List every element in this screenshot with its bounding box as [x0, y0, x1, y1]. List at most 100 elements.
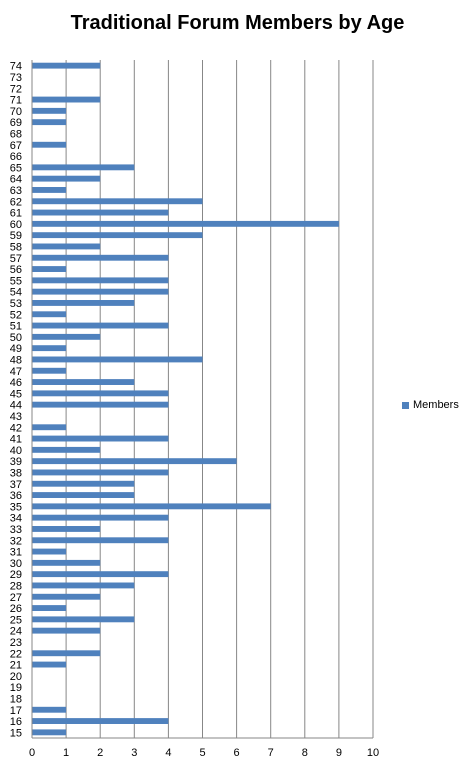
x-tick-label: 4	[165, 747, 171, 759]
y-tick-label: 67	[10, 140, 22, 152]
y-tick-label: 63	[10, 185, 22, 197]
bar	[32, 593, 101, 600]
y-tick-label: 17	[10, 705, 22, 717]
y-tick-label: 20	[10, 671, 22, 683]
y-tick-label: 38	[10, 467, 22, 479]
chart-title: Traditional Forum Members by Age	[70, 12, 405, 34]
legend-swatch	[402, 401, 409, 409]
bar	[32, 435, 169, 442]
bar	[32, 401, 169, 408]
x-tick-label: 6	[234, 747, 240, 759]
y-tick-label: 55	[10, 275, 22, 287]
y-tick-label: 62	[10, 196, 22, 208]
y-tick-label: 74	[10, 61, 22, 73]
y-tick-label: 46	[10, 377, 22, 389]
bar	[32, 62, 101, 69]
y-tick-label: 64	[10, 174, 22, 186]
y-tick-label: 33	[10, 524, 22, 536]
y-tick-label: 41	[10, 434, 22, 446]
y-tick-label: 39	[10, 456, 22, 468]
y-tick-label: 24	[10, 626, 22, 638]
y-tick-label: 42	[10, 422, 22, 434]
bar	[32, 254, 169, 261]
bar	[32, 537, 169, 544]
y-tick-label: 47	[10, 366, 22, 378]
bar	[32, 187, 67, 193]
y-tick-label: 40	[10, 445, 22, 457]
y-tick-label: 50	[10, 332, 22, 344]
bar	[32, 706, 67, 713]
bar	[32, 198, 203, 205]
bar	[32, 616, 135, 623]
y-tick-label: 48	[10, 354, 22, 366]
bar	[32, 661, 67, 668]
y-tick-label: 60	[10, 219, 22, 231]
y-tick-label: 35	[10, 501, 22, 513]
bar	[32, 356, 203, 363]
bar	[32, 288, 169, 295]
bar	[32, 718, 169, 724]
x-tick-label: 3	[131, 747, 137, 759]
bar	[32, 424, 67, 431]
bar	[32, 650, 101, 657]
bar	[32, 582, 135, 589]
y-tick-label: 36	[10, 490, 22, 502]
y-tick-label: 25	[10, 614, 22, 626]
y-tick-label: 31	[10, 547, 22, 559]
y-tick-label: 71	[10, 95, 22, 107]
y-tick-label: 65	[10, 162, 22, 174]
y-tick-label: 68	[10, 128, 22, 140]
bar	[32, 480, 135, 487]
bar	[32, 209, 169, 216]
x-tick-label: 0	[29, 747, 35, 759]
y-tick-label: 70	[10, 106, 22, 118]
y-tick-label: 28	[10, 580, 22, 592]
bar	[32, 492, 135, 498]
y-tick-label: 44	[10, 400, 22, 412]
x-tick-label: 8	[302, 747, 308, 759]
legend: Members	[402, 399, 459, 411]
y-tick-label: 73	[10, 72, 22, 84]
y-tick-label: 21	[10, 660, 22, 672]
x-tick-label: 2	[97, 747, 103, 759]
bar	[32, 96, 101, 103]
bar	[32, 729, 67, 736]
y-tick-label: 15	[10, 727, 22, 739]
bar	[32, 322, 169, 329]
y-tick-label: 66	[10, 151, 22, 163]
bar	[32, 107, 67, 114]
bar	[32, 333, 101, 340]
bar	[32, 164, 135, 171]
y-tick-label: 22	[10, 648, 22, 660]
bar	[32, 469, 169, 476]
y-tick-label: 59	[10, 230, 22, 242]
x-tick-label: 9	[336, 747, 342, 759]
bar	[32, 367, 67, 374]
bar	[32, 243, 101, 250]
y-tick-label: 51	[10, 321, 22, 333]
y-tick-label: 16	[10, 716, 22, 728]
bar	[32, 605, 67, 611]
bar	[32, 526, 101, 532]
x-tick-label: 5	[199, 747, 205, 759]
bar	[32, 503, 271, 510]
bar	[32, 300, 135, 306]
bar	[32, 514, 169, 521]
bar	[32, 446, 101, 453]
y-tick-label: 34	[10, 513, 22, 525]
y-tick-label: 58	[10, 241, 22, 253]
y-tick-label: 37	[10, 479, 22, 491]
bar	[32, 390, 169, 397]
bar	[32, 220, 339, 227]
bar	[32, 571, 169, 578]
bar	[32, 379, 135, 385]
y-tick-label: 56	[10, 264, 22, 276]
bar	[32, 311, 67, 318]
y-tick-label: 27	[10, 592, 22, 604]
y-tick-label: 69	[10, 117, 22, 129]
bar	[32, 175, 101, 182]
y-tick-label: 32	[10, 535, 22, 547]
bar	[32, 141, 67, 148]
bar	[32, 266, 67, 272]
